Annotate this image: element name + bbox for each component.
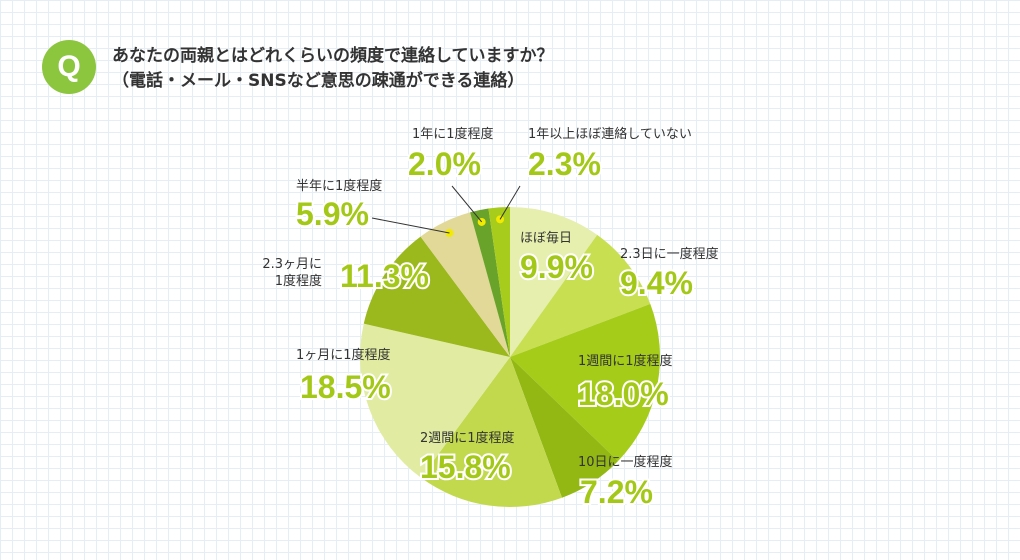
slice-1-label: ほぼ毎日 [520,230,572,246]
slice-1-wedge [510,207,598,357]
slice-10-label: 1年以上ほぼ連絡していない [528,126,692,142]
slice-10-percent: 2.3% [528,146,601,182]
slice-9-leader-line [451,185,483,223]
slice-4-label: 10日に一度程度 [578,454,673,470]
slice-9-wedge [470,208,510,357]
slice-3-wedge [510,303,660,461]
pie-slices [360,207,660,507]
slice-4-percent: 7.2% [580,474,653,510]
slice-10-wedge [488,207,510,357]
slice-8-leader-line [371,217,450,234]
slice-2-wedge [510,234,651,357]
slice-9-percent: 2.0% [408,146,481,182]
slice-2-label: 2.3日に一度程度 [620,246,719,262]
slice-5-percent: 15.8% [420,449,511,485]
slice-8-wedge [420,212,510,357]
slice-7-wedge [363,236,510,357]
slice-7-percent: 11.3% [340,258,429,294]
slice-7-label-line-1: 2.3ヶ月に [262,257,322,272]
slice-4-wedge [510,357,619,498]
slice-labels: ほぼ毎日 9.9% 2.3日に一度程度 9.4% 1週間に1度程度 18.0% 10日に一度… [262,126,719,512]
slice-7-label-line-2: 1度程度 [275,273,322,289]
slice-6-label: 1ヶ月に1度程度 [296,347,391,363]
slice-8-label: 半年に1度程度 [296,178,382,194]
slice-2-percent: 9.4% [620,265,693,301]
slice-9-label: 1年に1度程度 [412,126,494,142]
leader-lines [371,185,521,237]
question-badge: Q [42,40,96,94]
slice-5-wedge [420,357,562,507]
slice-5-label: 2週間に1度程度 [420,430,515,446]
slice-1-percent: 9.9% [520,249,593,285]
slice-8-percent: 5.9% [296,196,369,232]
slice-10-leader-line [499,185,521,220]
slice-6-percent: 18.5% [300,369,391,405]
slice-3-percent: 18.0% [578,376,669,412]
slice-6-wedge [360,323,510,478]
question-line-2: （電話・メール・SNSなど意思の疎通ができる連絡） [112,71,525,91]
question-line-1: あなたの両親とはどれくらいの頻度で連絡していますか？ [112,46,554,66]
question-text: あなたの両親とはどれくらいの頻度で連絡していますか？ （電話・メール・SNSなど… [112,44,554,94]
slice-3-label: 1週間に1度程度 [578,353,673,369]
